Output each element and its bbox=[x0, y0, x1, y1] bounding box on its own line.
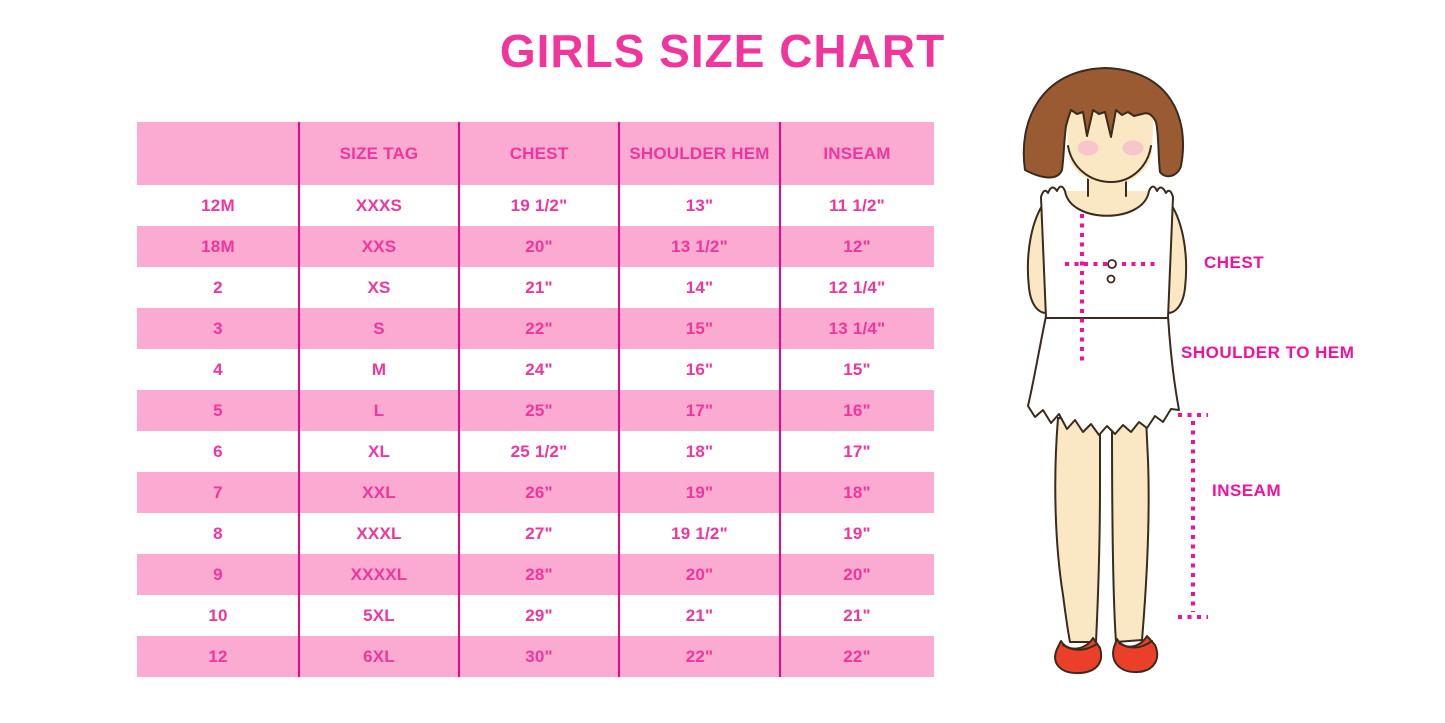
button-details bbox=[1106, 259, 1117, 284]
table-cell: 25 1/2" bbox=[510, 441, 568, 461]
table-cell: 20" bbox=[685, 564, 714, 584]
header-cell: SHOULDER HEM bbox=[629, 143, 770, 163]
table-cell: 26" bbox=[525, 482, 553, 502]
table-cell: 8 bbox=[213, 523, 223, 543]
table-cell: XXXXL bbox=[350, 564, 408, 584]
table-row: 8 XXXL 27" 19 1/2" 19" bbox=[137, 513, 934, 554]
table-cell: 29" bbox=[525, 605, 553, 625]
table-cell: 19 1/2" bbox=[510, 195, 568, 215]
header-cell: SIZE TAG bbox=[339, 143, 419, 163]
inseam-label: INSEAM bbox=[1212, 481, 1282, 500]
header-cell: CHEST bbox=[509, 143, 569, 163]
table-cell: 19" bbox=[843, 523, 871, 543]
table-cell: 4 bbox=[213, 359, 223, 379]
table-row: 5 L 25" 17" 16" bbox=[137, 390, 934, 431]
chest-label: CHEST bbox=[1204, 253, 1265, 272]
table-cell: XL bbox=[367, 441, 391, 461]
table-cell: XS bbox=[367, 277, 391, 297]
table-cell: 13 1/2" bbox=[671, 236, 728, 256]
table-cell: 6 bbox=[213, 441, 223, 461]
top-shape bbox=[1040, 185, 1174, 319]
table-cell: 11 1/2" bbox=[829, 195, 885, 215]
table-cell: 12M bbox=[201, 195, 235, 215]
table-row: 18M XXS 20" 13 1/2" 12" bbox=[137, 226, 934, 267]
table-cell: 19" bbox=[685, 482, 714, 502]
table-cell: 18" bbox=[843, 482, 871, 502]
column-divider bbox=[779, 122, 781, 677]
header-cell: INSEAM bbox=[823, 143, 891, 163]
table-cell: 7 bbox=[213, 482, 223, 502]
table-row: 3 S 22" 15" 13 1/4" bbox=[137, 308, 934, 349]
table-row: 4 M 24" 16" 15" bbox=[137, 349, 934, 390]
table-cell: 12" bbox=[843, 236, 871, 256]
table-header-row: SIZE TAG CHEST SHOULDER HEM INSEAM bbox=[137, 122, 934, 185]
size-chart-table: SIZE TAG CHEST SHOULDER HEM INSEAM 12M XXXS 19… bbox=[137, 122, 934, 677]
table-row: 12 6XL 30" 22" 22" bbox=[137, 636, 934, 677]
inseam-dotted-line bbox=[1178, 413, 1208, 619]
table-cell: 13 1/4" bbox=[828, 318, 886, 338]
skirt-shape bbox=[1027, 315, 1180, 436]
table-cell: 21" bbox=[685, 605, 714, 625]
table-cell: 3 bbox=[213, 318, 223, 338]
table-row: 7 XXL 26" 19" 18" bbox=[137, 472, 934, 513]
table-row: 9 XXXXL 28" 20" 20" bbox=[137, 554, 934, 595]
table-cell: 16" bbox=[843, 400, 871, 420]
table-cell: 6XL bbox=[363, 646, 395, 666]
shoes-shape bbox=[1054, 635, 1159, 675]
table-cell: 25" bbox=[525, 400, 553, 420]
table-cell: 5 bbox=[213, 400, 223, 420]
table-cell: 22" bbox=[525, 318, 553, 338]
table-cell: 9 bbox=[213, 564, 223, 584]
table-cell: M bbox=[371, 359, 387, 379]
table-cell: 22" bbox=[843, 646, 871, 666]
table-cell: 22" bbox=[685, 646, 714, 666]
column-divider bbox=[298, 122, 300, 677]
table-cell: 5XL bbox=[363, 605, 395, 625]
table-cell: 17" bbox=[843, 441, 871, 461]
table-cell: 30" bbox=[525, 646, 553, 666]
table-cell: 21" bbox=[525, 277, 553, 297]
table-cell: 20" bbox=[525, 236, 553, 256]
table-row: 6 XL 25 1/2" 18" 17" bbox=[137, 431, 934, 472]
table-cell: 12 bbox=[208, 646, 228, 666]
table-cell: 24" bbox=[525, 359, 553, 379]
table-cell: L bbox=[373, 400, 385, 420]
neck-shape bbox=[1065, 166, 1149, 217]
page-title: GIRLS SIZE CHART bbox=[499, 25, 946, 77]
table-cell: XXL bbox=[362, 482, 396, 502]
table-cell: XXS bbox=[361, 236, 397, 256]
table-cell: 12 1/4" bbox=[828, 277, 886, 297]
table-cell: 16" bbox=[685, 359, 714, 379]
girl-figure-illustration bbox=[1022, 67, 1208, 675]
column-divider bbox=[458, 122, 460, 677]
table-row: 2 XS 21" 14" 12 1/4" bbox=[137, 267, 934, 308]
measurement-diagram: CHEST SHOULDER TO HEM INSEAM bbox=[1000, 60, 1445, 680]
shoulder-to-hem-label: SHOULDER TO HEM bbox=[1181, 343, 1355, 362]
legs-shape bbox=[1054, 417, 1150, 643]
table-cell: 18" bbox=[685, 441, 714, 461]
table-cell: 10 bbox=[208, 605, 228, 625]
table-cell: 19 1/2" bbox=[671, 523, 728, 543]
table-cell: XXXS bbox=[355, 195, 403, 215]
table-cell: 21" bbox=[843, 605, 871, 625]
table-cell: S bbox=[373, 318, 385, 338]
table-cell: 2 bbox=[213, 277, 223, 297]
table-cell: 15" bbox=[843, 359, 871, 379]
table-cell: 28" bbox=[525, 564, 553, 584]
table-row: 10 5XL 29" 21" 21" bbox=[137, 595, 934, 636]
column-divider bbox=[618, 122, 620, 677]
table-cell: 17" bbox=[685, 400, 714, 420]
table-cell: XXXL bbox=[356, 523, 402, 543]
header-cell bbox=[137, 122, 299, 185]
table-cell: 15" bbox=[685, 318, 714, 338]
table-cell: 14" bbox=[685, 277, 714, 297]
table-cell: 13" bbox=[685, 195, 714, 215]
table-cell: 20" bbox=[843, 564, 871, 584]
table-row: 12M XXXS 19 1/2" 13" 11 1/2" bbox=[137, 185, 934, 226]
hair-shape bbox=[1022, 67, 1185, 179]
table-cell: 27" bbox=[525, 523, 553, 543]
table-cell: 18M bbox=[201, 236, 235, 256]
